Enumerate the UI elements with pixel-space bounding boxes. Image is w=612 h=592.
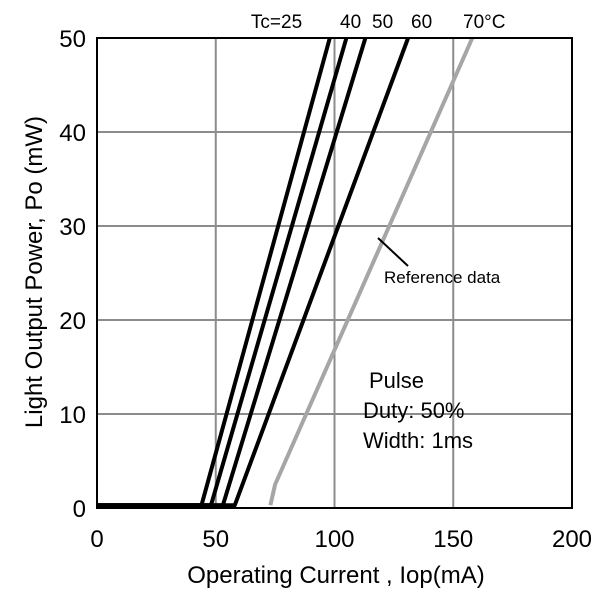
series-line-4 xyxy=(268,37,475,506)
series-label-70: 70°C xyxy=(463,12,505,33)
x-tick-label: 200 xyxy=(552,526,592,553)
series-labels: Tc= 25 40 50 60 70°C xyxy=(251,12,506,33)
series-label-prefix: Tc= xyxy=(251,12,281,33)
condition-width: Width: 1ms xyxy=(363,428,473,453)
condition-pulse: Pulse xyxy=(369,368,424,393)
y-tick-label: 40 xyxy=(59,120,86,147)
x-tick-label: 150 xyxy=(433,526,473,553)
y-tick-label: 30 xyxy=(59,214,86,241)
test-conditions: Pulse Duty: 50% Width: 1ms xyxy=(363,368,473,453)
x-axis-title: Operating Current , Iop(mA) xyxy=(187,562,484,589)
series-lines xyxy=(97,37,475,508)
x-tick-label: 100 xyxy=(314,526,354,553)
y-tick-label: 10 xyxy=(59,402,86,429)
y-tick-label: 50 xyxy=(59,26,86,53)
reference-leader-line xyxy=(377,237,409,267)
x-tick-label: 0 xyxy=(90,526,103,553)
plot-frame xyxy=(96,37,573,509)
series-line-3 xyxy=(97,37,410,508)
axis-ticks: 0 50 100 150 200 0 10 20 30 40 50 xyxy=(59,26,592,553)
reference-data-label: Reference data xyxy=(384,268,501,287)
y-tick-label: 20 xyxy=(59,308,86,335)
x-tick-label: 50 xyxy=(202,526,229,553)
series-label-50: 50 xyxy=(372,12,393,33)
y-axis-title: Light Output Power, Po (mW) xyxy=(21,116,48,428)
series-label-60: 60 xyxy=(411,12,432,33)
y-tick-label: 0 xyxy=(73,496,86,523)
series-label-40: 40 xyxy=(340,12,361,33)
condition-duty: Duty: 50% xyxy=(363,398,465,423)
grid xyxy=(97,38,572,508)
series-label-25: 25 xyxy=(281,12,302,33)
